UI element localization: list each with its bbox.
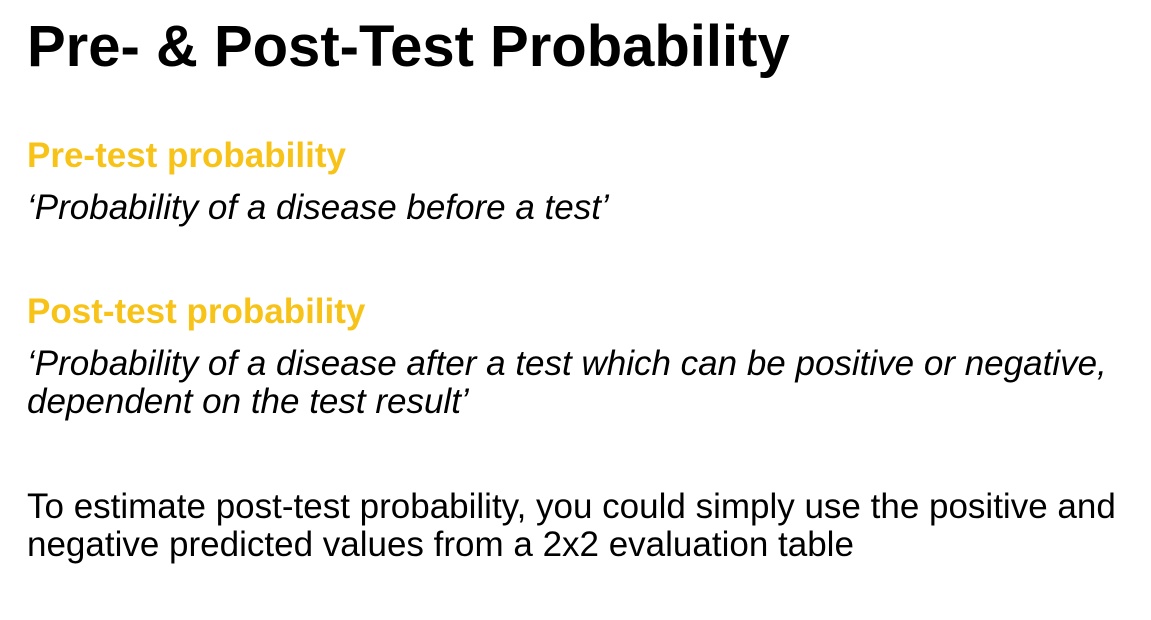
pre-test-term: Pre-test probability <box>27 136 346 175</box>
post-test-term: Post-test probability <box>27 292 366 331</box>
post-test-definition: ‘Probability of a disease after a test w… <box>27 344 1107 421</box>
estimation-note: To estimate post-test probability, you c… <box>27 487 1116 564</box>
pre-test-definition: ‘Probability of a disease before a test’ <box>27 188 609 227</box>
slide-title: Pre- & Post-Test Probability <box>27 14 790 79</box>
